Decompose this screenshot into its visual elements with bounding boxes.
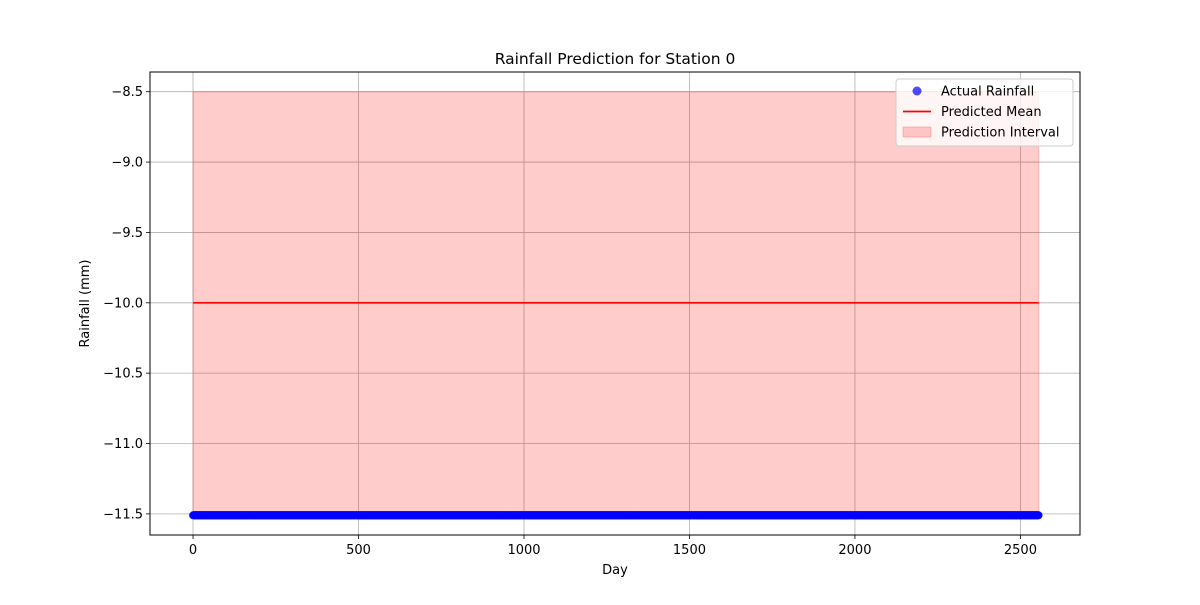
x-tick-label: 0 — [189, 543, 197, 558]
legend-items: Actual Rainfall Predicted Mean Prediction … — [902, 85, 1060, 141]
x-tick-label: 1000 — [507, 543, 540, 558]
legend-patch-marker — [902, 126, 932, 138]
x-axis-ticks: 0 500 1000 1500 2000 2500 — [189, 535, 1037, 558]
actual-rainfall-points-layer — [189, 511, 1043, 520]
x-axis-label: Day — [602, 563, 628, 578]
legend-label: Predicted Mean — [941, 105, 1042, 120]
y-axis-label: Rainfall (mm) — [78, 260, 93, 348]
y-tick-label: −11.5 — [103, 507, 143, 522]
x-tick-label: 2000 — [838, 543, 871, 558]
y-axis-ticks: −8.5 −9.0 −9.5 −10.0 −10.5 −11.0 −11.5 — [103, 85, 150, 522]
legend-label: Actual Rainfall — [941, 85, 1034, 100]
x-tick-label: 1500 — [673, 543, 706, 558]
y-tick-label: −10.5 — [103, 367, 143, 382]
legend: Actual Rainfall Predicted Mean Prediction … — [895, 78, 1074, 147]
actual-rainfall-point — [1034, 511, 1043, 520]
legend-box — [895, 78, 1074, 147]
legend-label: Prediction Interval — [941, 126, 1060, 141]
y-tick-label: −9.5 — [111, 226, 143, 241]
x-tick-label: 500 — [346, 543, 371, 558]
y-tick-label: −8.5 — [111, 85, 143, 100]
y-tick-label: −10.0 — [103, 296, 143, 311]
x-tick-label: 2500 — [1004, 543, 1037, 558]
legend-dot-marker — [912, 86, 922, 96]
chart-title: Rainfall Prediction for Station 0 — [495, 50, 736, 68]
plot-frame — [149, 71, 1081, 536]
y-tick-label: −9.0 — [111, 156, 143, 171]
y-tick-label: −11.0 — [103, 437, 143, 452]
